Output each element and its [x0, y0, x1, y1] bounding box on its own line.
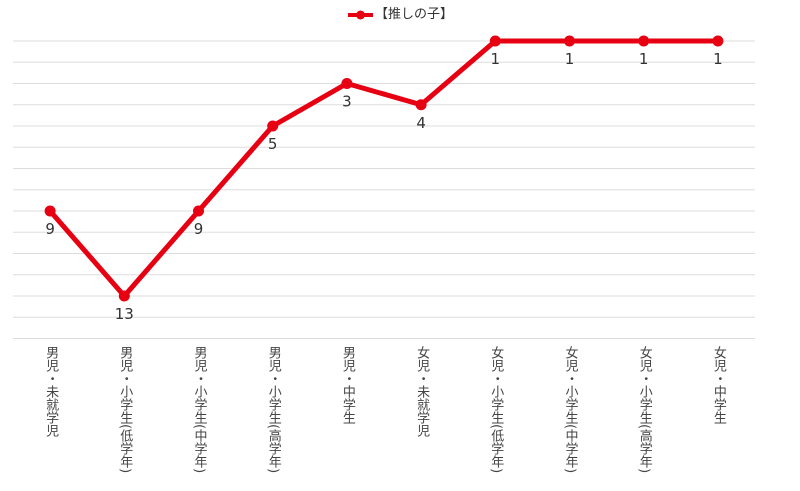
- x-tick-label: 女児・中学生: [710, 346, 726, 424]
- legend-item[interactable]: 【推しの子】: [347, 6, 453, 24]
- gridlines: [13, 40, 755, 339]
- data-label: 1: [491, 50, 501, 68]
- x-tick-label: 男児・中学生: [339, 346, 355, 424]
- x-tick-label: 女児・未就学児: [414, 346, 430, 437]
- data-label: 9: [194, 220, 204, 238]
- data-point-marker[interactable]: [564, 35, 575, 47]
- series-line: [47, 38, 721, 299]
- x-tick-label: 男児・小学生(低学年): [117, 346, 133, 474]
- data-label: 1: [713, 50, 723, 68]
- data-label: 9: [45, 220, 55, 238]
- data-point-marker[interactable]: [118, 290, 130, 302]
- data-point-marker[interactable]: [638, 35, 650, 47]
- data-point-marker[interactable]: [267, 120, 279, 132]
- data-point-marker[interactable]: [415, 99, 427, 111]
- data-label: 4: [416, 114, 426, 132]
- data-label: 13: [115, 305, 134, 323]
- data-point-marker[interactable]: [489, 35, 501, 47]
- x-tick-label: 男児・未就学児: [43, 346, 59, 437]
- x-tick-label: 女児・小学生(低学年): [488, 346, 504, 474]
- data-label: 5: [268, 135, 278, 153]
- data-point-marker[interactable]: [44, 205, 56, 217]
- data-point-marker[interactable]: [193, 205, 204, 217]
- data-label: 1: [639, 50, 649, 68]
- legend-label: 【推しの子】: [374, 7, 453, 22]
- data-point-marker[interactable]: [712, 35, 724, 47]
- x-tick-label: 女児・小学生(高学年): [636, 346, 652, 474]
- x-tick-label: 女児・小学生(中学年): [562, 346, 578, 474]
- legend-line-marker-icon: [347, 10, 373, 20]
- legend: 【推しの子】: [0, 6, 800, 24]
- data-label: 1: [565, 50, 575, 68]
- data-point-marker[interactable]: [341, 78, 353, 89]
- data-label: 3: [342, 93, 352, 111]
- x-tick-label: 男児・小学生(中学年): [191, 346, 207, 474]
- x-tick-label: 男児・小学生(高学年): [265, 346, 281, 474]
- series: 9 13 9 5 3 4 1 1 1 1: [44, 35, 724, 323]
